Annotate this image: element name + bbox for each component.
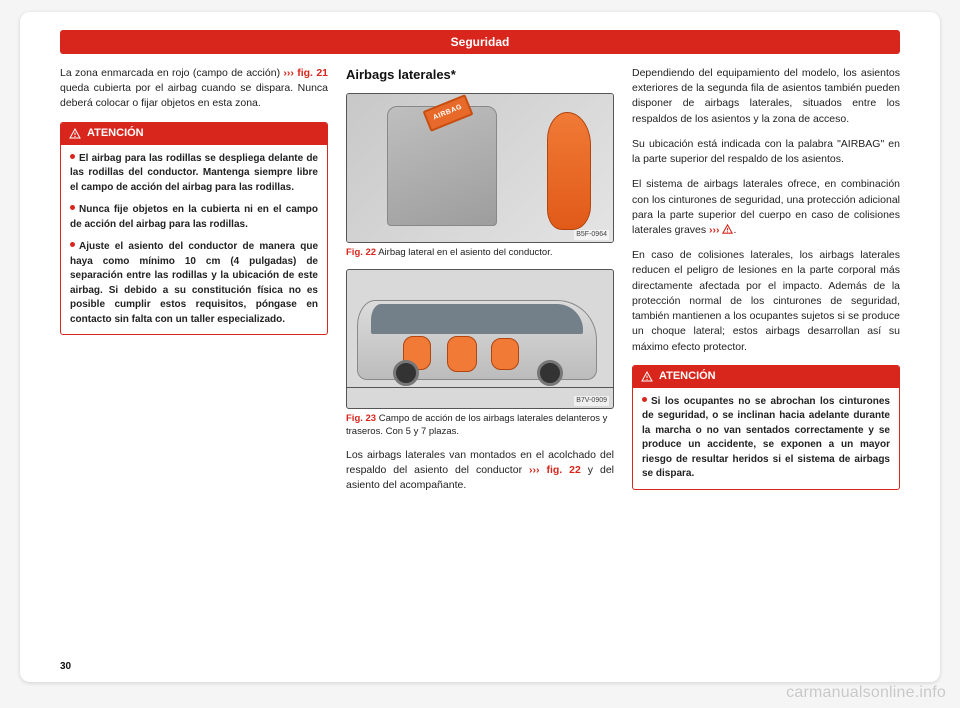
atencion-box-2: ATENCIÓN Si los ocupantes no se abrochan…: [632, 365, 900, 490]
atencion-header-1: ATENCIÓN: [61, 123, 327, 145]
warning-icon: [722, 224, 733, 235]
figure-23: B7V-0909: [346, 269, 614, 409]
col1-intro: La zona enmarcada en rojo (campo de acci…: [60, 66, 328, 112]
col3-p3-b: .: [733, 224, 736, 236]
fig23-caption-text: Campo de acción de los airbags laterales…: [346, 413, 607, 436]
atencion-box-1: ATENCIÓN El airbag para las rodillas se …: [60, 122, 328, 335]
atencion1-item1: El airbag para las rodillas se despliega…: [70, 152, 318, 196]
atencion1-text2: Nunca fije objetos en la cubierta ni en …: [70, 204, 318, 230]
atencion2-text1: Si los ocupantes no se abrochan los cint…: [642, 396, 890, 480]
col3-p3: El sistema de airbags laterales ofrece, …: [632, 177, 900, 238]
bullet-icon: [70, 242, 75, 247]
fig23-wheel-front: [393, 360, 419, 386]
bullet-icon: [642, 397, 647, 402]
fig22-code: B5F-0964: [574, 230, 609, 240]
col3-p1: Dependiendo del equipamiento del modelo,…: [632, 66, 900, 127]
ref-arrows: ›››: [709, 224, 720, 236]
fig23-airbag-zone-3: [491, 338, 519, 370]
fig22-caption: Fig. 22 Airbag lateral en el asiento del…: [346, 247, 614, 259]
content-columns: La zona enmarcada en rojo (campo de acci…: [60, 66, 900, 504]
fig23-label: Fig. 23: [346, 413, 376, 424]
col3-p4: En caso de colisiones laterales, los air…: [632, 248, 900, 355]
page-header: Seguridad: [60, 30, 900, 54]
atencion-title-1: ATENCIÓN: [87, 126, 144, 142]
atencion-header-2: ATENCIÓN: [633, 366, 899, 388]
manual-page: Seguridad La zona enmarcada en rojo (cam…: [20, 12, 940, 682]
atencion-title-2: ATENCIÓN: [659, 369, 716, 385]
atencion1-item3: Ajuste el asiento del conductor de maner…: [70, 240, 318, 327]
fig23-road: [347, 387, 613, 388]
fig23-wheel-rear: [537, 360, 563, 386]
section-title-airbags-laterales: Airbags laterales*: [346, 66, 614, 85]
fig22-caption-text: Airbag lateral en el asiento del conduct…: [376, 247, 552, 258]
warning-icon: [641, 371, 653, 383]
col2-p1: Los airbags laterales van montados en el…: [346, 448, 614, 494]
atencion1-item2: Nunca fije objetos en la cubierta ni en …: [70, 203, 318, 232]
atencion1-text3: Ajuste el asiento del conductor de maner…: [70, 241, 318, 325]
warning-icon: [69, 128, 81, 140]
bullet-icon: [70, 205, 75, 210]
col1-intro-a: La zona enmarcada en rojo (campo de acci…: [60, 67, 283, 79]
fig23-caption: Fig. 23 Campo de acción de los airbags l…: [346, 413, 614, 438]
watermark: carmanualsonline.info: [786, 684, 946, 702]
fig22-ref: ››› fig. 22: [529, 464, 581, 476]
column-2: Airbags laterales* AIRBAG B5F-0964 Fig. …: [346, 66, 614, 504]
page-number: 30: [60, 661, 71, 672]
atencion1-text1: El airbag para las rodillas se despliega…: [70, 153, 318, 193]
fig23-code: B7V-0909: [574, 396, 609, 406]
fig22-label: Fig. 22: [346, 247, 376, 258]
atencion2-item1: Si los ocupantes no se abrochan los cint…: [642, 395, 890, 482]
fig22-airbag-shape: [547, 112, 591, 230]
fig21-ref: ››› fig. 21: [283, 67, 328, 79]
column-3: Dependiendo del equipamiento del modelo,…: [632, 66, 900, 504]
col3-p3-a: El sistema de airbags laterales ofrece, …: [632, 178, 900, 236]
atencion-body-2: Si los ocupantes no se abrochan los cint…: [633, 388, 899, 489]
bullet-icon: [70, 154, 75, 159]
col1-intro-b: queda cubierta por el airbag cuando se d…: [60, 82, 328, 109]
column-1: La zona enmarcada en rojo (campo de acci…: [60, 66, 328, 504]
fig23-windows: [371, 304, 583, 334]
figure-22: AIRBAG B5F-0964: [346, 93, 614, 243]
col3-p2: Su ubicación está indicada con la palabr…: [632, 137, 900, 167]
atencion-body-1: El airbag para las rodillas se despliega…: [61, 145, 327, 335]
fig23-airbag-zone-2: [447, 336, 477, 372]
